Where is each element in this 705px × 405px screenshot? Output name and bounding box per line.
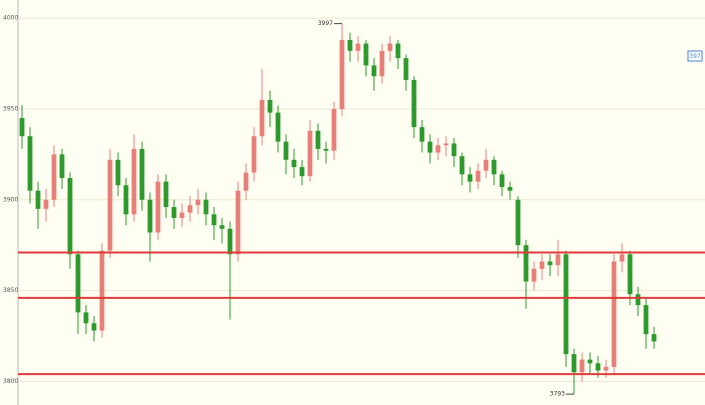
candle-body (163, 181, 169, 208)
candle-body (651, 334, 657, 342)
candle-body (371, 65, 377, 77)
candle-body (563, 254, 569, 355)
candle-body (627, 254, 633, 295)
candle-body (331, 108, 337, 151)
candle-body (459, 156, 465, 175)
candle-body (595, 363, 601, 371)
candle-body (155, 181, 161, 233)
candle-body (99, 250, 105, 331)
candle-body (395, 43, 401, 59)
candle-body (35, 190, 41, 209)
candle-body (315, 130, 321, 149)
y-tick-label: 3850 (3, 287, 18, 294)
candle-body (307, 130, 313, 177)
candle-body (603, 366, 609, 371)
candle-body (355, 43, 361, 51)
candle-body (403, 58, 409, 80)
candle-body (115, 159, 121, 186)
candle-body (531, 268, 537, 282)
candle-body (427, 141, 433, 153)
price-box (687, 50, 703, 62)
candle-body (187, 205, 193, 213)
candle-body (299, 167, 305, 177)
candle-body (203, 199, 209, 215)
candle-body (555, 254, 561, 266)
candle-body (539, 261, 545, 269)
candle-body (611, 261, 617, 367)
candle-body (507, 187, 513, 191)
candle-body (483, 159, 489, 171)
candle-body (451, 143, 457, 157)
candle-body (171, 207, 177, 218)
y-tick-label: 3800 (3, 378, 18, 385)
candle-body (515, 199, 521, 246)
candle-body (643, 305, 649, 335)
candle-body (491, 159, 497, 175)
candle-body (571, 354, 577, 373)
y-tick-label: 3950 (3, 105, 18, 112)
candle-body (219, 225, 225, 229)
candle-body (275, 112, 281, 142)
candle-body (467, 174, 473, 182)
candle-body (243, 172, 249, 191)
candle-body (387, 43, 393, 51)
candle-body (83, 312, 89, 324)
candle-body (587, 359, 593, 364)
candle-body (523, 245, 529, 282)
candle-body (91, 323, 97, 331)
candle-body (139, 148, 145, 200)
candle-body (19, 118, 25, 137)
candle-body (619, 254, 625, 262)
candle-body (123, 185, 129, 215)
candle-body (267, 99, 273, 113)
candle-body (195, 199, 201, 206)
candle-body (75, 254, 81, 313)
candle-body (363, 43, 369, 66)
y-tick-label: 3900 (3, 196, 18, 203)
candle-body (411, 79, 417, 128)
candle-body (499, 174, 505, 188)
candle-body (579, 359, 585, 373)
candle-body (547, 261, 553, 266)
candle-body (235, 190, 241, 255)
candle-body (475, 170, 481, 182)
candle-body (147, 199, 153, 233)
candle-body (227, 228, 233, 255)
candle-body (67, 177, 73, 255)
candle-body (323, 148, 329, 151)
candle-body (635, 294, 641, 306)
min-label: 3793 (550, 391, 565, 398)
candle-body (51, 154, 57, 200)
candle-body (283, 141, 289, 160)
candle-body (211, 214, 217, 226)
candle-body (435, 145, 441, 153)
candle-body (59, 154, 65, 178)
price-box-label: 397 (689, 53, 701, 60)
max-label: 3997 (318, 20, 333, 27)
candle-body (339, 39, 345, 109)
candle-body (27, 136, 33, 191)
candle-body (259, 99, 265, 137)
candle-body (179, 212, 185, 218)
candle-body (347, 39, 353, 51)
candle-body (107, 159, 113, 251)
candle-body (43, 199, 49, 209)
candle-body (251, 136, 257, 173)
y-tick-label: 4000 (3, 15, 18, 22)
candle-body (131, 148, 137, 215)
candle-body (443, 143, 449, 146)
candle-body (291, 159, 297, 168)
candle-body (419, 127, 425, 142)
candle-body (379, 50, 385, 77)
